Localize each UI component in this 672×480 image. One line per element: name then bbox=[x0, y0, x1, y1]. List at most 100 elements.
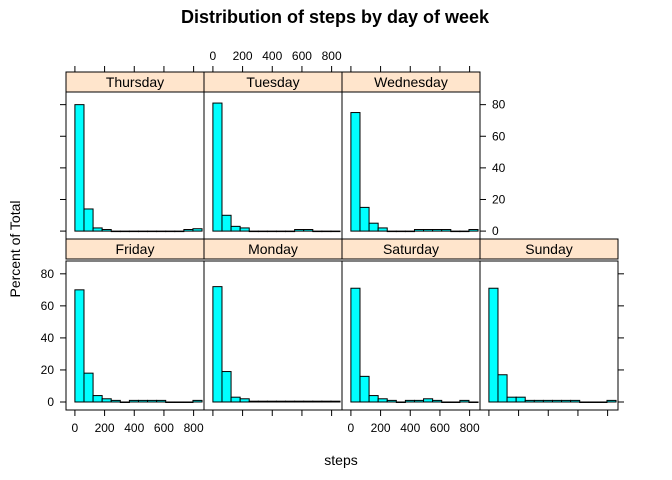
x-tick-label: 800 bbox=[184, 421, 204, 435]
bar-saturday-5 bbox=[395, 401, 406, 403]
bar-wednesday-11 bbox=[450, 230, 461, 233]
bar-saturday-8 bbox=[423, 398, 434, 403]
bar-saturday-12 bbox=[459, 399, 470, 403]
bar-wednesday-6 bbox=[404, 230, 415, 233]
bar-sunday-6 bbox=[542, 399, 553, 403]
bar-tuesday-3 bbox=[239, 227, 250, 232]
x-tick-label: 800 bbox=[460, 421, 480, 435]
bar-friday-13 bbox=[192, 399, 203, 403]
bar-monday-13 bbox=[330, 400, 341, 403]
y-axis-label: Percent of Total bbox=[7, 200, 23, 297]
y-tick-label: 60 bbox=[492, 129, 506, 143]
strip-label-tuesday: Tuesday bbox=[246, 74, 299, 90]
bar-saturday-1 bbox=[359, 375, 370, 403]
y-tick-label: 0 bbox=[47, 395, 54, 409]
x-tick-label: 400 bbox=[400, 421, 420, 435]
y-tick-label: 40 bbox=[41, 331, 55, 345]
bar-friday-5 bbox=[119, 401, 130, 403]
bar-wednesday-10 bbox=[441, 229, 452, 232]
bar-monday-8 bbox=[285, 400, 296, 403]
bar-tuesday-5 bbox=[257, 230, 268, 233]
bar-tuesday-12 bbox=[321, 230, 332, 233]
bar-saturday-11 bbox=[450, 401, 461, 403]
panel-frame-sunday bbox=[479, 260, 619, 411]
bar-thursday-13 bbox=[192, 228, 203, 232]
bar-tuesday-9 bbox=[294, 229, 305, 232]
bar-monday-12 bbox=[321, 400, 332, 403]
x-axis-label: steps bbox=[324, 452, 357, 468]
x-tick-label: 200 bbox=[233, 49, 253, 63]
bar-friday-10 bbox=[165, 401, 176, 403]
bar-friday-6 bbox=[128, 399, 139, 403]
bar-saturday-10 bbox=[441, 401, 452, 403]
bar-wednesday-0 bbox=[350, 112, 361, 232]
y-tick-label: 40 bbox=[492, 161, 506, 175]
bar-friday-4 bbox=[110, 399, 121, 403]
y-tick-label: 20 bbox=[492, 192, 506, 206]
bar-sunday-11 bbox=[588, 401, 599, 403]
bar-thursday-9 bbox=[156, 230, 167, 233]
bar-friday-3 bbox=[101, 398, 112, 403]
bar-wednesday-8 bbox=[423, 229, 434, 232]
bar-wednesday-4 bbox=[386, 230, 397, 233]
bar-friday-8 bbox=[147, 399, 158, 403]
strip-label-saturday: Saturday bbox=[383, 241, 439, 257]
bar-wednesday-2 bbox=[368, 222, 379, 232]
bar-thursday-2 bbox=[92, 227, 103, 232]
bar-monday-2 bbox=[230, 396, 241, 403]
bar-monday-6 bbox=[266, 400, 277, 403]
x-tick-label: 0 bbox=[210, 49, 217, 63]
y-tick-label: 80 bbox=[41, 267, 55, 281]
bar-sunday-9 bbox=[570, 399, 581, 403]
bar-tuesday-11 bbox=[312, 230, 323, 233]
bar-friday-0 bbox=[74, 289, 85, 403]
bar-tuesday-10 bbox=[303, 229, 314, 232]
x-tick-label: 0 bbox=[348, 421, 355, 435]
panels-group: Thursday Tuesday Wednesday Friday Monday Satu… bbox=[41, 49, 624, 435]
x-tick-label: 200 bbox=[371, 421, 391, 435]
bar-saturday-3 bbox=[377, 398, 388, 403]
bar-wednesday-3 bbox=[377, 227, 388, 232]
bar-sunday-3 bbox=[515, 396, 526, 403]
x-tick-label: 0 bbox=[72, 421, 79, 435]
bar-monday-4 bbox=[248, 400, 259, 403]
bar-tuesday-0 bbox=[212, 102, 223, 232]
bar-monday-1 bbox=[221, 371, 232, 403]
bar-monday-9 bbox=[294, 400, 305, 403]
bar-wednesday-12 bbox=[459, 230, 470, 233]
bar-friday-2 bbox=[92, 395, 103, 403]
bar-sunday-7 bbox=[551, 399, 563, 403]
bar-sunday-5 bbox=[533, 399, 544, 403]
bar-thursday-6 bbox=[128, 230, 139, 233]
strip-sunday bbox=[479, 238, 619, 260]
bar-monday-10 bbox=[303, 400, 314, 403]
bar-thursday-3 bbox=[101, 229, 112, 232]
bar-monday-3 bbox=[239, 398, 250, 403]
bar-thursday-8 bbox=[147, 230, 158, 233]
bar-thursday-10 bbox=[165, 230, 176, 233]
bar-monday-0 bbox=[212, 286, 223, 403]
bar-sunday-4 bbox=[524, 399, 535, 403]
bar-friday-7 bbox=[137, 399, 149, 403]
strip-label-sunday: Sunday bbox=[525, 241, 572, 257]
x-tick-label: 600 bbox=[430, 421, 450, 435]
bar-saturday-6 bbox=[404, 399, 415, 403]
strip-label-monday: Monday bbox=[248, 241, 298, 257]
x-tick-label: 400 bbox=[124, 421, 144, 435]
y-tick-label: 80 bbox=[492, 98, 506, 112]
bar-thursday-5 bbox=[119, 230, 130, 233]
bar-sunday-8 bbox=[561, 399, 572, 403]
x-tick-label: 400 bbox=[262, 49, 282, 63]
bar-tuesday-7 bbox=[275, 230, 287, 233]
y-tick-label: 20 bbox=[41, 363, 55, 377]
bar-monday-5 bbox=[257, 400, 268, 403]
bar-friday-11 bbox=[174, 401, 185, 403]
bar-thursday-4 bbox=[110, 230, 121, 233]
bar-friday-12 bbox=[183, 401, 194, 403]
bar-wednesday-13 bbox=[468, 229, 479, 232]
bar-tuesday-1 bbox=[221, 214, 232, 232]
x-tick-label: 600 bbox=[154, 421, 174, 435]
strip-label-wednesday: Wednesday bbox=[374, 74, 448, 90]
bar-saturday-0 bbox=[350, 287, 361, 403]
strip-label-thursday: Thursday bbox=[106, 74, 164, 90]
